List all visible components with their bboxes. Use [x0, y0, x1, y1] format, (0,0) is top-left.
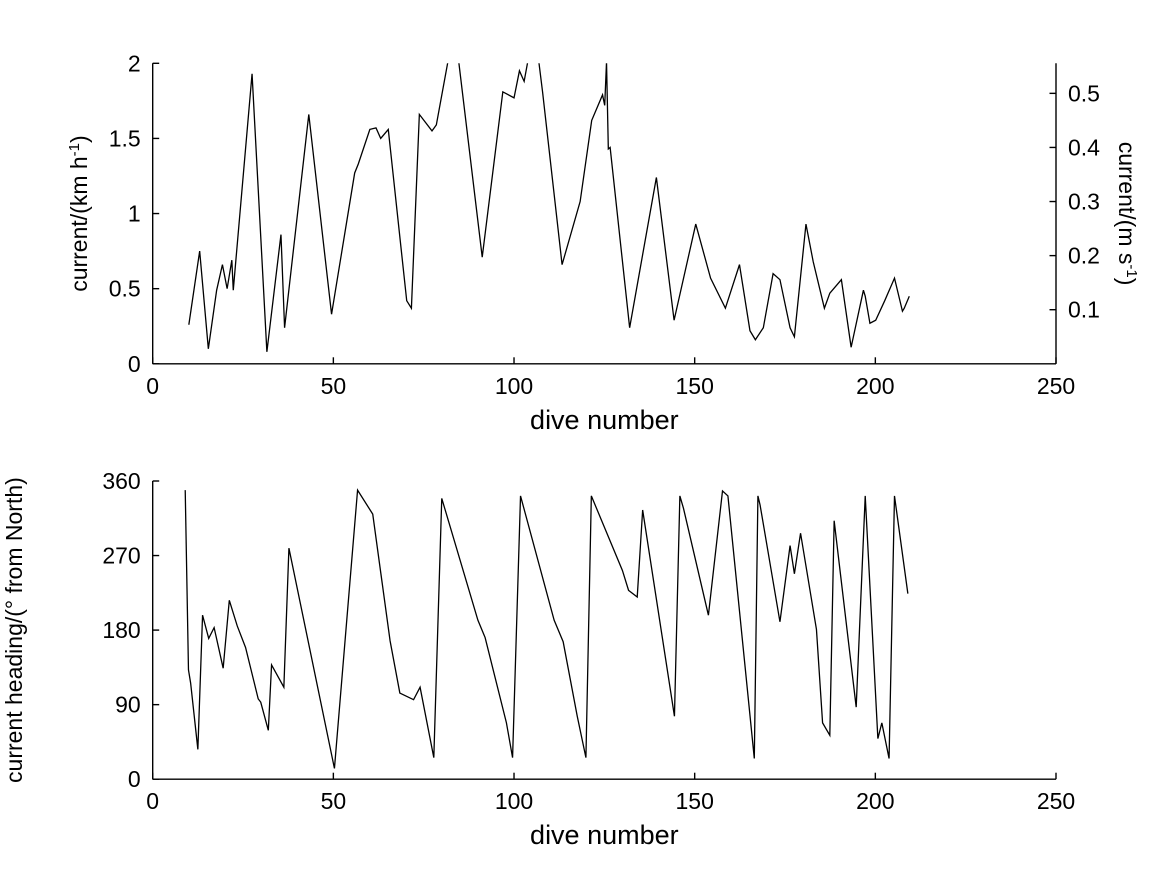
svg-text:100: 100 [495, 373, 533, 399]
svg-text:dive number: dive number [530, 820, 679, 850]
svg-text:current/(km h-1): current/(km h-1) [66, 135, 93, 291]
svg-text:250: 250 [1037, 373, 1075, 399]
svg-text:150: 150 [675, 373, 713, 399]
svg-text:150: 150 [675, 788, 713, 814]
svg-text:270: 270 [102, 543, 140, 569]
svg-text:0.3: 0.3 [1068, 189, 1100, 215]
svg-text:200: 200 [856, 373, 894, 399]
svg-text:1: 1 [128, 201, 141, 227]
svg-text:0.2: 0.2 [1068, 243, 1100, 269]
svg-text:200: 200 [856, 788, 894, 814]
svg-text:0: 0 [146, 788, 159, 814]
svg-text:0.5: 0.5 [109, 276, 141, 302]
svg-text:250: 250 [1037, 788, 1075, 814]
svg-text:100: 100 [495, 788, 533, 814]
svg-text:50: 50 [321, 788, 347, 814]
svg-text:50: 50 [321, 373, 347, 399]
svg-text:0.1: 0.1 [1068, 297, 1100, 323]
svg-text:dive number: dive number [530, 405, 679, 435]
svg-text:0: 0 [146, 373, 159, 399]
svg-text:1.5: 1.5 [109, 125, 141, 151]
svg-text:360: 360 [102, 468, 140, 494]
svg-text:0: 0 [128, 351, 141, 377]
svg-text:90: 90 [115, 692, 141, 718]
svg-text:180: 180 [102, 617, 140, 643]
svg-text:current/(m s-1): current/(m s-1) [1114, 142, 1141, 286]
svg-text:0.4: 0.4 [1068, 134, 1100, 160]
svg-text:0: 0 [128, 766, 141, 792]
svg-text:0.5: 0.5 [1068, 80, 1100, 106]
svg-text:current heading/(° from North): current heading/(° from North) [1, 477, 27, 783]
svg-text:2: 2 [128, 50, 141, 76]
